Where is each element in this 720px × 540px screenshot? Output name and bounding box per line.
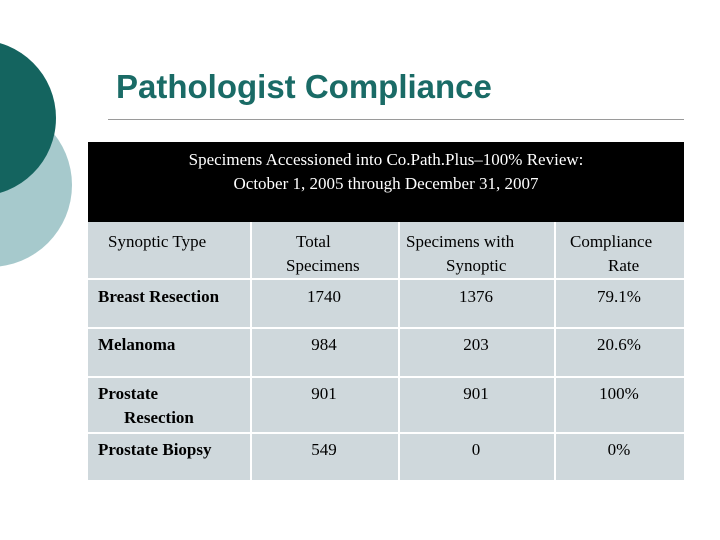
row-divider [88,278,684,280]
column-header-synoptic-type: Synoptic Type [108,230,248,254]
column-divider [398,222,400,480]
row-divider [88,376,684,378]
row-divider [88,432,684,434]
column-header-line: Synoptic [446,256,507,275]
decorative-circles [0,0,120,300]
table-cell-rate: 100% [599,384,639,403]
column-header-specimens-with-synoptic: Specimens with Synoptic [400,230,554,278]
table-cell-total: 901 [311,384,337,403]
column-header-line: Specimens [286,256,360,275]
column-header-compliance-rate: Compliance Rate [554,230,684,278]
column-header-line: Rate [608,256,640,275]
row-divider [88,327,684,329]
table-cell-total: 984 [311,335,337,354]
column-header-total-specimens: Total Specimens [250,230,400,278]
slide-title: Pathologist Compliance [116,68,492,105]
table-cell-rate: 79.1% [597,287,641,306]
table-cell-synoptic: 0 [471,440,481,459]
column-header-line: Compliance [570,232,653,251]
table-cell-total: 1740 [307,287,341,306]
table-row-label: Prostate Resection [88,382,250,430]
column-header-line: Specimens with [406,232,515,251]
title-divider [108,119,684,120]
table-caption: Specimens Accessioned into Co.Path.Plus–… [88,142,684,222]
table-row-label: Breast Resection [98,287,220,306]
table-row-label: Prostate Biopsy [98,440,212,459]
table-cell-rate: 0% [607,440,631,459]
column-header-line: Synoptic Type [108,232,207,251]
table-cell-synoptic: 1376 [459,287,493,306]
compliance-table: Specimens Accessioned into Co.Path.Plus–… [88,142,684,480]
column-header-line: Total [296,232,331,251]
table-row-label: Melanoma [98,335,176,354]
table-caption-line-2: October 1, 2005 through December 31, 200… [233,174,539,193]
column-divider [554,222,556,480]
table-cell-rate: 20.6% [597,335,641,354]
table-cell-synoptic: 203 [463,335,489,354]
table-caption-line-1: Specimens Accessioned into Co.Path.Plus–… [188,150,584,169]
dark-teal-circle [0,43,56,193]
row-label-line: Resection [124,408,194,427]
column-divider [250,222,252,480]
row-label-line: Prostate [98,384,159,403]
table-cell-synoptic: 901 [463,384,489,403]
table-cell-total: 549 [311,440,337,459]
